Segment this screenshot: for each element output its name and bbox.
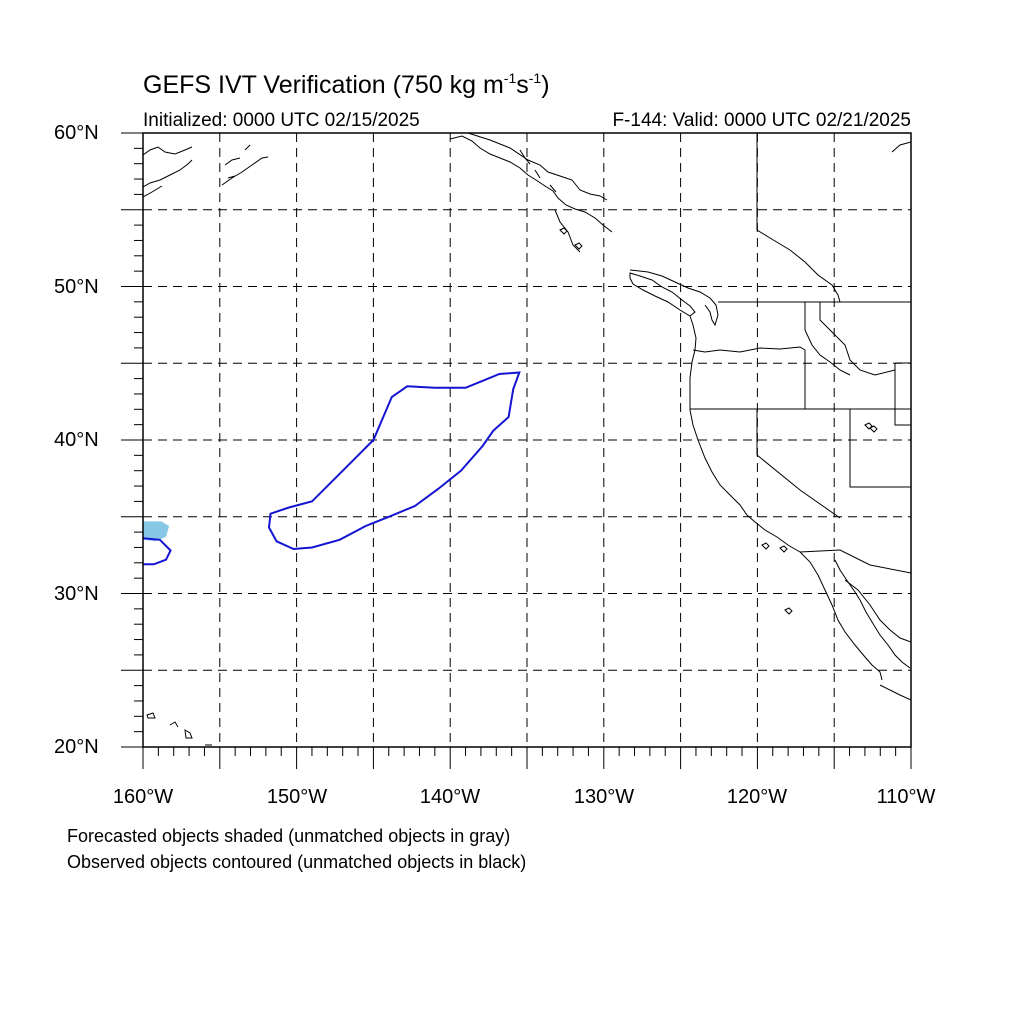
coastline-segment [799, 551, 883, 681]
coastline-segment [143, 146, 193, 188]
coastline-segment [629, 269, 719, 327]
lat-label-60: 60°N [54, 122, 99, 144]
observed-object-contour-west [143, 537, 172, 566]
lon-label-120w: 120°W [726, 786, 788, 808]
map-grid [143, 133, 911, 747]
ivt-objects [143, 371, 521, 566]
lon-label-150w: 150°W [266, 786, 328, 808]
coastline-segment [756, 133, 841, 303]
island-shape [761, 542, 770, 550]
lon-label-160w: 160°W [112, 786, 174, 808]
coastline-segment [692, 346, 806, 409]
init-time: Initialized: 0000 UTC 02/15/2025 [143, 110, 420, 131]
lon-label-140w: 140°W [419, 786, 481, 808]
island-shape [784, 607, 793, 615]
coastline-segment [844, 579, 911, 643]
coastline-segment [834, 559, 911, 669]
observed-object-contour [267, 371, 521, 551]
coastline-segment [629, 272, 696, 317]
coastline-segment [804, 302, 851, 376]
coastline-segment [799, 549, 911, 574]
island-shape [864, 422, 873, 430]
island-shape [559, 227, 568, 235]
lat-label-50: 50°N [54, 276, 99, 298]
lat-label-20: 20°N [54, 736, 99, 758]
coastline-segment [146, 712, 212, 746]
coastline-segment [143, 185, 163, 198]
map-frame [121, 132, 912, 769]
coastline-segment [689, 315, 801, 553]
island-shape [869, 425, 878, 433]
forecast-legend-note: Forecasted objects shaded (unmatched obj… [67, 826, 511, 846]
lat-label-40: 40°N [54, 429, 99, 451]
coastline-segment [519, 149, 557, 193]
lon-label-110w: 110°W [876, 786, 936, 808]
coastlines [143, 133, 911, 746]
island-shape [779, 545, 788, 553]
coastline-segment [819, 302, 896, 376]
coastline-segment [221, 144, 269, 186]
coastline-segment [894, 362, 911, 426]
island-shape [574, 242, 583, 250]
page-title: GEFS IVT Verification (750 kg m-1s-1) [143, 70, 550, 99]
observed-legend-note: Observed objects contoured (unmatched ob… [67, 852, 527, 872]
forecast-object-shade [143, 521, 170, 542]
coastline-segment [554, 209, 581, 253]
valid-time: F-144: Valid: 0000 UTC 02/21/2025 [612, 110, 911, 131]
lat-label-30: 30°N [54, 583, 99, 605]
lon-label-130w: 130°W [573, 786, 635, 808]
coastline-segment [891, 141, 911, 153]
coastline-segment [756, 409, 841, 519]
coastline-segment [849, 409, 911, 488]
coastline-segment [879, 684, 911, 701]
coastline-segment [449, 135, 613, 233]
coastline-segment [467, 133, 608, 201]
plot-border [142, 132, 912, 748]
